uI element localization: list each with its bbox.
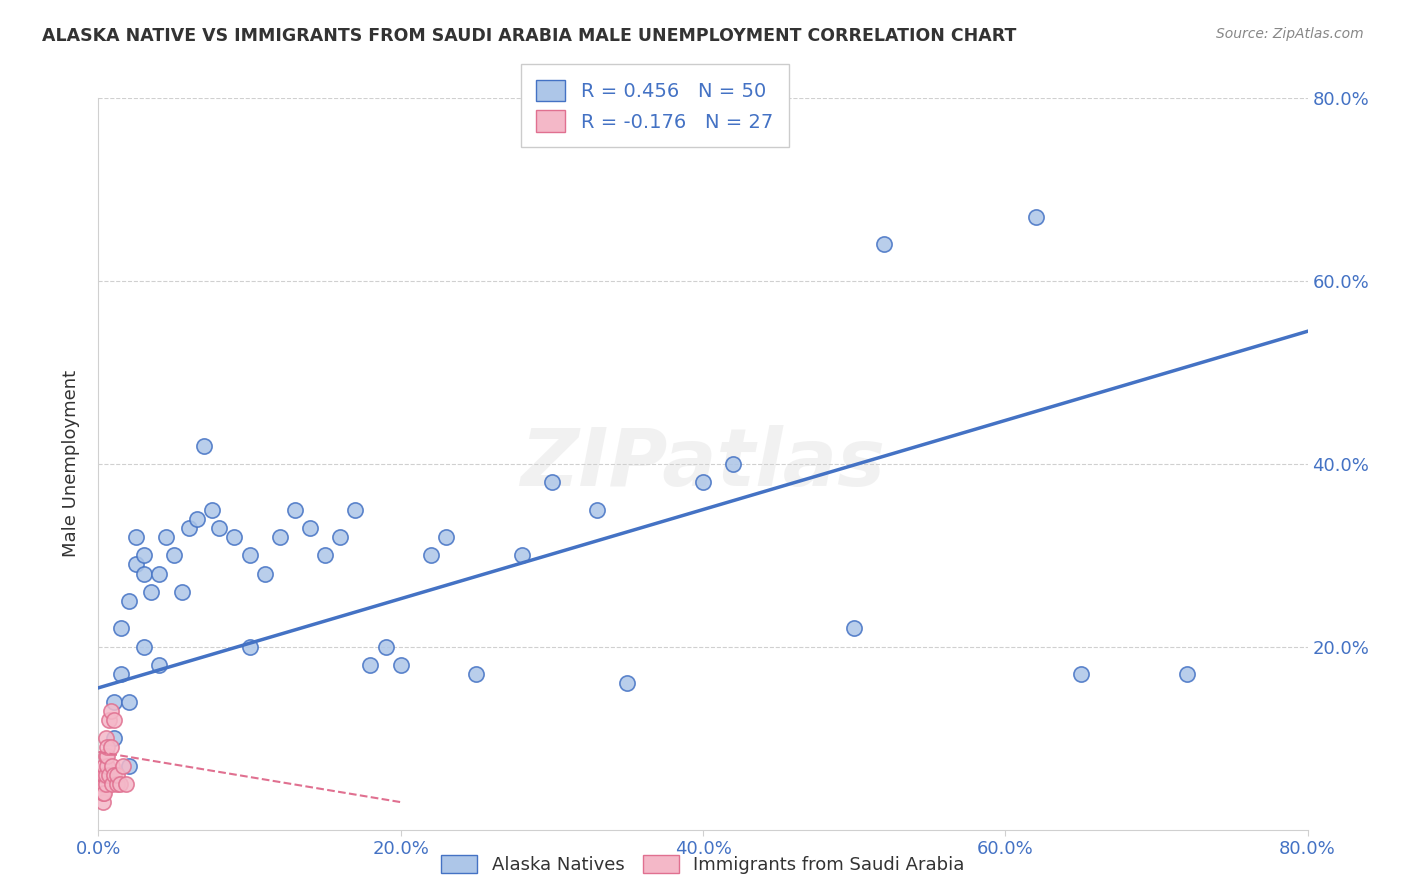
Point	[179, 521, 201, 535]
Point	[465, 667, 488, 681]
Point	[93, 767, 115, 781]
Point	[132, 640, 155, 654]
Point	[105, 777, 128, 791]
Point	[586, 502, 609, 516]
Point	[344, 502, 367, 516]
Point	[91, 786, 114, 800]
Point	[253, 566, 276, 581]
Point	[299, 521, 322, 535]
Point	[94, 731, 117, 746]
Point	[193, 439, 215, 453]
Point	[91, 767, 114, 781]
Point	[224, 530, 246, 544]
Point	[208, 521, 231, 535]
Point	[103, 713, 125, 727]
Point	[389, 658, 412, 673]
Point	[1070, 667, 1092, 681]
Point	[100, 704, 122, 718]
Point	[155, 530, 177, 544]
Point	[314, 548, 336, 563]
Point	[132, 548, 155, 563]
Point	[94, 767, 117, 781]
Point	[170, 585, 193, 599]
Point	[125, 530, 148, 544]
Point	[101, 758, 124, 772]
Point	[434, 530, 457, 544]
Point	[103, 695, 125, 709]
Point	[873, 237, 896, 252]
Point	[98, 767, 121, 781]
Point	[103, 767, 125, 781]
Point	[96, 758, 118, 772]
Point	[1175, 667, 1198, 681]
Point	[148, 566, 170, 581]
Point	[132, 566, 155, 581]
Point	[148, 658, 170, 673]
Point	[616, 676, 638, 690]
Point	[118, 758, 141, 772]
Point	[91, 795, 114, 809]
Point	[118, 594, 141, 608]
Point	[329, 530, 352, 544]
Point	[201, 502, 224, 516]
Legend: Alaska Natives, Immigrants from Saudi Arabia: Alaska Natives, Immigrants from Saudi Ar…	[432, 846, 974, 883]
Text: ZIPatlas: ZIPatlas	[520, 425, 886, 503]
Point	[239, 548, 262, 563]
Text: ALASKA NATIVE VS IMMIGRANTS FROM SAUDI ARABIA MALE UNEMPLOYMENT CORRELATION CHAR: ALASKA NATIVE VS IMMIGRANTS FROM SAUDI A…	[42, 27, 1017, 45]
Y-axis label: Male Unemployment: Male Unemployment	[62, 370, 80, 558]
Point	[284, 502, 307, 516]
Point	[692, 475, 714, 489]
Point	[96, 740, 118, 755]
Point	[93, 786, 115, 800]
Point	[93, 758, 115, 772]
Legend: R = 0.456   N = 50, R = -0.176   N = 27: R = 0.456 N = 50, R = -0.176 N = 27	[520, 64, 789, 147]
Text: Source: ZipAtlas.com: Source: ZipAtlas.com	[1216, 27, 1364, 41]
Point	[118, 695, 141, 709]
Point	[510, 548, 533, 563]
Point	[110, 622, 132, 636]
Point	[374, 640, 396, 654]
Point	[96, 749, 118, 764]
Point	[540, 475, 562, 489]
Point	[163, 548, 186, 563]
Point	[94, 749, 117, 764]
Point	[360, 658, 382, 673]
Point	[100, 740, 122, 755]
Point	[101, 777, 124, 791]
Point	[723, 457, 745, 471]
Point	[91, 777, 114, 791]
Point	[103, 731, 125, 746]
Point	[420, 548, 443, 563]
Point	[108, 777, 131, 791]
Point	[1024, 210, 1046, 224]
Point	[125, 558, 148, 572]
Point	[105, 767, 128, 781]
Point	[269, 530, 291, 544]
Point	[94, 777, 117, 791]
Point	[114, 777, 136, 791]
Point	[111, 758, 134, 772]
Point	[141, 585, 163, 599]
Point	[844, 622, 866, 636]
Point	[239, 640, 262, 654]
Point	[98, 713, 121, 727]
Point	[110, 667, 132, 681]
Point	[186, 512, 208, 526]
